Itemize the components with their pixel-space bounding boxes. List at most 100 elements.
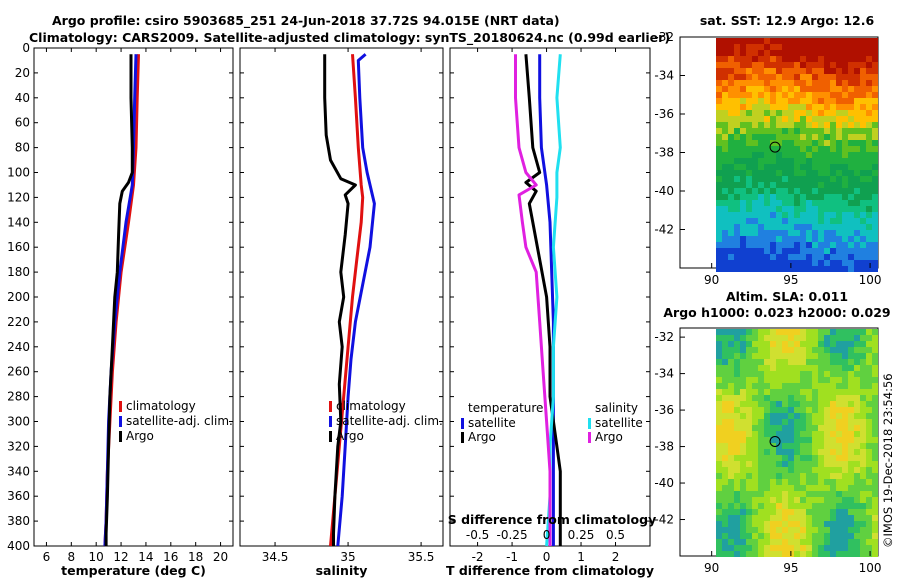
field-cell [836,425,842,431]
field-cell [806,50,812,56]
field-cell [764,158,770,164]
field-cell [818,260,824,266]
y-tick-label: 60 [15,116,30,130]
field-cell [848,170,854,176]
field-cell [782,437,788,443]
field-cell [788,182,794,188]
field-cell [782,485,788,491]
field-cell [866,140,872,146]
field-cell [818,407,824,413]
field-cell [836,152,842,158]
field-cell [860,80,866,86]
field-cell [806,110,812,116]
field-cell [716,140,722,146]
field-cell [794,206,800,212]
field-cell [812,254,818,260]
field-cell [806,365,812,371]
field-cell [836,80,842,86]
field-cell [848,242,854,248]
field-cell [848,74,854,80]
secondary-x-tick-label: -0.25 [497,528,528,542]
field-cell [842,182,848,188]
field-cell [728,515,734,521]
field-cell [716,401,722,407]
field-cell [794,266,800,272]
field-cell [860,467,866,473]
field-cell [872,371,878,377]
field-cell [872,515,878,521]
field-cell [782,44,788,50]
field-cell [746,365,752,371]
field-cell [758,389,764,395]
field-cell [716,164,722,170]
field-cell [800,44,806,50]
field-cell [866,431,872,437]
field-cell [794,74,800,80]
field-cell [782,182,788,188]
field-cell [770,341,776,347]
field-cell [824,491,830,497]
field-cell [842,188,848,194]
map-y-tick-label: -34 [654,367,674,381]
field-cell [866,329,872,335]
field-cell [770,539,776,545]
field-cell [842,359,848,365]
field-cell [872,236,878,242]
field-cell [848,56,854,62]
field-cell [728,407,734,413]
field-cell [800,266,806,272]
field-cell [776,152,782,158]
field-cell [842,467,848,473]
field-cell [824,509,830,515]
field-cell [824,86,830,92]
field-cell [788,104,794,110]
legend-label: climatology [126,399,196,413]
field-cell [824,242,830,248]
field-cell [740,146,746,152]
field-cell [806,254,812,260]
field-cell [836,110,842,116]
field-cell [860,116,866,122]
field-cell [872,467,878,473]
field-cell [794,176,800,182]
field-cell [818,329,824,335]
field-cell [854,383,860,389]
field-cell [782,503,788,509]
field-cell [728,419,734,425]
field-cell [818,425,824,431]
field-cell [818,461,824,467]
field-cell [854,509,860,515]
field-cell [746,539,752,545]
field-cell [758,146,764,152]
field-cell [758,473,764,479]
field-cell [854,395,860,401]
field-cell [860,431,866,437]
x-tick-label: 35 [340,550,355,564]
field-cell [806,86,812,92]
field-cell [740,266,746,272]
field-cell [746,521,752,527]
field-cell [842,365,848,371]
field-cell [758,449,764,455]
legend-label: satellite [595,416,643,430]
field-cell [818,122,824,128]
field-cell [740,407,746,413]
field-cell [836,461,842,467]
field-cell [734,62,740,68]
field-cell [734,194,740,200]
legend-label: Argo [595,430,623,444]
field-cell [764,188,770,194]
field-cell [728,80,734,86]
field-cell [740,56,746,62]
field-cell [734,116,740,122]
field-cell [788,395,794,401]
field-cell [866,341,872,347]
field-cell [728,431,734,437]
field-cell [830,347,836,353]
field-cell [824,38,830,44]
field-cell [806,335,812,341]
field-cell [788,50,794,56]
field-cell [872,266,878,272]
field-cell [782,329,788,335]
